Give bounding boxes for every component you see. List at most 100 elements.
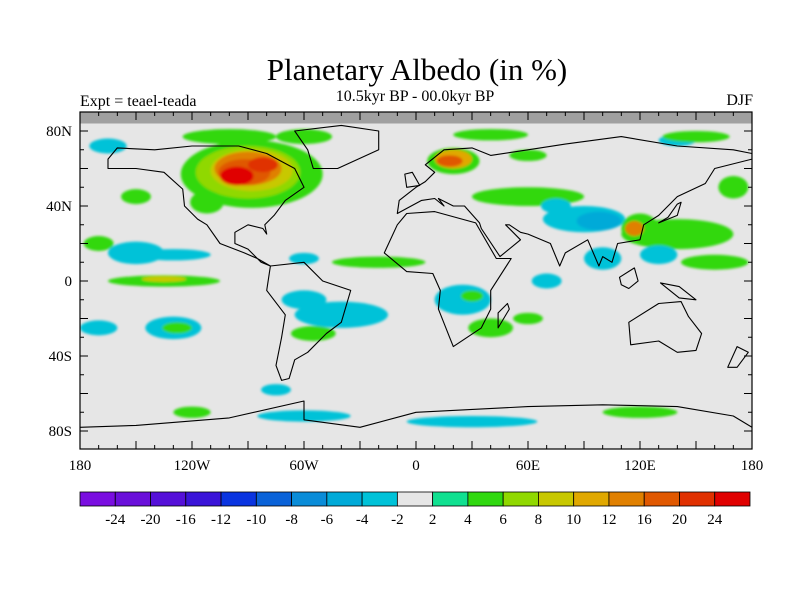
y-tick-label: 80N: [46, 124, 72, 140]
contour-region: [453, 129, 529, 141]
contour-region: [639, 245, 678, 265]
anomaly-contours: [80, 129, 749, 428]
coastline-australia: [628, 301, 703, 353]
colorbar-label: -24: [105, 512, 125, 528]
x-tick-label: 120E: [624, 458, 656, 474]
contour-region: [406, 416, 538, 428]
y-tick-label: 40S: [49, 349, 72, 365]
colorbar-label: -10: [246, 512, 266, 528]
contour-region: [275, 129, 333, 145]
experiment-label: Expt = teael-teada: [80, 93, 197, 110]
contour-region: [681, 254, 749, 270]
x-tick-label: 60W: [289, 458, 319, 474]
colorbar-box: [467, 491, 504, 507]
colorbar-box: [608, 491, 645, 507]
colorbar-label: -2: [391, 512, 404, 528]
coastline-north-america: [107, 145, 305, 267]
contour-region: [247, 157, 278, 173]
coastline-greenland: [294, 124, 380, 170]
colorbar-box: [255, 491, 292, 507]
coastline-antarctica: [80, 400, 752, 428]
colorbar-label: 20: [672, 512, 687, 528]
coastline-britain: [404, 171, 421, 188]
colorbar-box: [573, 491, 610, 507]
colorbar-label: 4: [464, 512, 472, 528]
x-tick-label: 0: [412, 458, 420, 474]
contour-region: [261, 384, 291, 396]
colorbar-box: [502, 491, 539, 507]
y-tick-label: 0: [65, 274, 73, 290]
coastlines: [80, 124, 752, 428]
colorbar-box: [326, 491, 363, 507]
coastline-south-america: [266, 261, 352, 381]
coastline-eurasia: [396, 136, 752, 267]
contour-region: [718, 176, 749, 199]
chart-title: Planetary Albedo (in %): [266, 52, 568, 87]
colorbar-label: 10: [566, 512, 581, 528]
x-tick-label: 60E: [516, 458, 540, 474]
coastline-new-zealand: [727, 346, 749, 368]
contour-region: [219, 166, 254, 186]
axes: 180 120W 60W 0 60E 120E 180 80N 40N 0 40S 80S: [46, 111, 763, 474]
colorbar-label: -20: [141, 512, 161, 528]
contour-region: [576, 211, 622, 231]
colorbar-box: [361, 491, 398, 507]
contour-region: [89, 138, 127, 154]
contour-region: [602, 406, 678, 418]
colorbar: -24 -20 -16 -12 -10 -8 -6 -4 -2 2 4 6 8 10 12 16 20 24: [79, 491, 751, 528]
contour-region: [182, 129, 277, 145]
colorbar-label: 16: [637, 512, 653, 528]
contour-region: [541, 198, 571, 214]
y-tick-label: 40N: [46, 199, 72, 215]
contour-region: [434, 284, 491, 315]
contour-region: [509, 149, 547, 161]
contour-region: [289, 252, 319, 265]
x-tick-label: 180: [69, 458, 92, 474]
colorbar-box: [538, 491, 575, 507]
contour-region: [83, 236, 114, 251]
colorbar-label: -6: [321, 512, 334, 528]
contour-region: [173, 406, 211, 418]
colorbar-box: [714, 491, 751, 507]
colorbar-box: [643, 491, 680, 507]
colorbar-box: [291, 491, 328, 507]
colorbar-label: -4: [356, 512, 369, 528]
contour-region: [531, 273, 562, 289]
colorbar-box: [114, 491, 151, 507]
contour-region: [331, 256, 426, 268]
map-area: [80, 112, 752, 449]
x-tick-label: 120W: [174, 458, 212, 474]
contour-region: [513, 312, 543, 325]
colorbar-box: [185, 491, 222, 507]
coastline-japan: [658, 201, 682, 224]
colorbar-label: -16: [176, 512, 196, 528]
coastline-new-guinea: [659, 282, 697, 301]
colorbar-label: 12: [601, 512, 616, 528]
coastline-madagascar: [497, 302, 510, 329]
colorbar-box: [396, 491, 434, 507]
colorbar-box: [150, 491, 187, 507]
contour-region: [662, 131, 730, 143]
colorbar-box: [220, 491, 257, 507]
contour-region: [460, 290, 484, 302]
contour-region: [190, 191, 224, 214]
colorbar-box: [79, 491, 116, 507]
contour-region: [290, 326, 336, 341]
colorbar-label: 6: [499, 512, 507, 528]
contour-region: [141, 276, 187, 282]
colorbar-box: [679, 491, 716, 507]
colorbar-label: 24: [707, 512, 723, 528]
colorbar-box: [432, 491, 469, 507]
y-tick-label: 80S: [49, 424, 72, 440]
colorbar-label: 2: [429, 512, 437, 528]
contour-region: [162, 322, 193, 334]
colorbar-label: 8: [535, 512, 543, 528]
colorbar-label: -8: [285, 512, 298, 528]
contour-region: [80, 320, 118, 336]
coastline-borneo: [618, 267, 639, 290]
contour-region: [625, 221, 644, 236]
contour-region: [468, 318, 514, 338]
contour-region: [135, 249, 211, 261]
season-label: DJF: [726, 92, 753, 109]
